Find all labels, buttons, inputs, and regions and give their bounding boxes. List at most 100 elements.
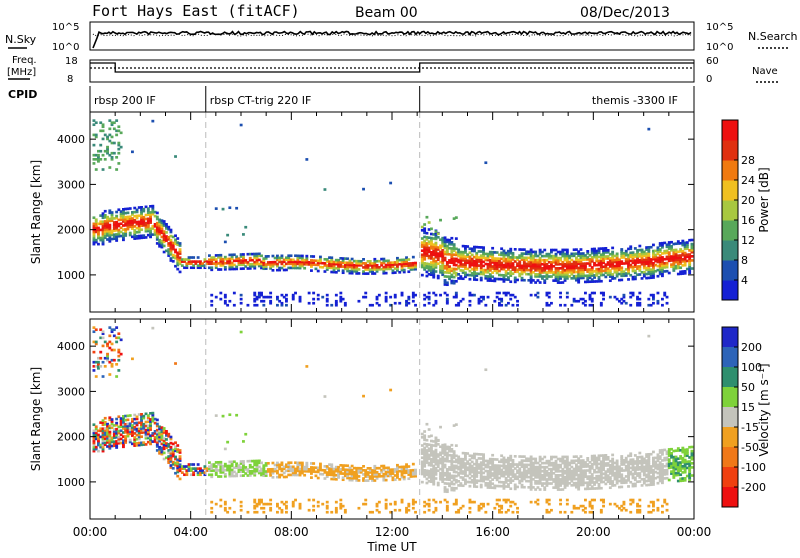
- echo-cell: [509, 298, 512, 301]
- echo-cell: [226, 304, 229, 307]
- echo-cell: [312, 499, 315, 502]
- echo-cell: [498, 292, 501, 295]
- echo-cell: [378, 294, 381, 297]
- echo-cell: [514, 248, 517, 251]
- echo-cell: [267, 462, 270, 465]
- echo-cell: [534, 251, 537, 254]
- echo-cell: [210, 294, 213, 297]
- echo-cell: [666, 302, 669, 305]
- echo-cell: [115, 375, 118, 378]
- echo-cell: [285, 298, 288, 301]
- echo-cell: [548, 296, 551, 299]
- echo-cell: [586, 457, 589, 460]
- echo-cell: [364, 292, 367, 295]
- echo-cell: [371, 304, 374, 307]
- echo-cell: [516, 279, 519, 282]
- echo-cell: [446, 505, 449, 508]
- echo-cell: [516, 486, 519, 489]
- echo-cell: [294, 499, 297, 502]
- echo-cell: [233, 511, 236, 514]
- echo-cell: [439, 219, 442, 222]
- echo-cell: [358, 475, 361, 478]
- echo-cell: [117, 369, 120, 372]
- echo-cell: [253, 292, 256, 295]
- echo-cell: [179, 248, 182, 251]
- echo-cell: [423, 511, 426, 514]
- echo-cell: [403, 269, 406, 272]
- echo-cell: [111, 363, 114, 366]
- echo-cell: [455, 280, 458, 283]
- echo-cell: [378, 511, 381, 514]
- echo-cell: [514, 455, 517, 458]
- echo-cell: [426, 423, 429, 426]
- echo-cell: [102, 123, 105, 126]
- y-tick-label: 3000: [57, 178, 85, 191]
- colorbar-tick-label: 4: [741, 274, 748, 287]
- echo-cell: [600, 280, 603, 283]
- echo-cell: [666, 296, 669, 299]
- echo-cell: [115, 326, 118, 329]
- echo-cell: [176, 268, 179, 271]
- colorbar-swatch: [722, 280, 738, 301]
- echo-cell: [566, 499, 569, 502]
- echo-cell: [414, 511, 417, 514]
- echo-cell: [210, 501, 213, 504]
- echo-cell: [240, 331, 243, 334]
- echo-cell: [623, 294, 626, 297]
- echo-cell: [267, 255, 270, 258]
- echo-cell: [566, 292, 569, 295]
- echo-cell: [435, 242, 438, 245]
- echo-cell: [108, 373, 111, 376]
- echo-cell: [512, 304, 515, 307]
- cpid-label: CPID: [8, 88, 37, 101]
- echo-cell: [317, 477, 320, 480]
- echo-cell: [584, 300, 587, 303]
- echo-cell: [394, 302, 397, 305]
- echo-cell: [342, 298, 345, 301]
- echo-cell: [272, 476, 275, 479]
- echo-cell: [482, 453, 485, 456]
- echo-cell: [394, 294, 397, 297]
- echo-cell: [500, 511, 503, 514]
- echo-cell: [389, 503, 392, 506]
- echo-cell: [317, 294, 320, 297]
- echo-cell: [435, 507, 438, 510]
- echo-cell: [228, 413, 231, 416]
- echo-cell: [523, 486, 526, 489]
- echo-cell: [321, 503, 324, 506]
- echo-cell: [491, 247, 494, 250]
- echo-cell: [317, 270, 320, 273]
- echo-cell: [428, 509, 431, 512]
- noise-right-tick-top: 10^5: [706, 22, 733, 33]
- echo-cell: [174, 249, 177, 252]
- freq-tick-bottom: 8: [67, 74, 73, 85]
- echo-cell: [240, 501, 243, 504]
- echo-cell: [543, 456, 546, 459]
- echo-cell: [179, 242, 182, 245]
- echo-cell: [500, 298, 503, 301]
- echo-cell: [335, 507, 338, 510]
- echo-cell: [691, 267, 694, 270]
- echo-cell: [210, 511, 213, 514]
- echo-cell: [668, 251, 671, 254]
- echo-cell: [455, 292, 458, 295]
- echo-cell: [102, 330, 105, 333]
- echo-cell: [210, 266, 213, 269]
- echo-cell: [192, 256, 195, 259]
- echo-cell: [453, 243, 456, 246]
- echo-cell: [97, 450, 100, 453]
- echo-cell: [437, 439, 440, 442]
- echo-cell: [260, 292, 263, 295]
- echo-cell: [226, 234, 229, 237]
- echo-cell: [493, 300, 496, 303]
- echo-cell: [326, 505, 329, 508]
- echo-cell: [629, 245, 632, 248]
- echo-cell: [219, 499, 222, 502]
- echo-cell: [99, 158, 102, 161]
- echo-cell: [559, 292, 562, 295]
- echo-cell: [611, 251, 614, 254]
- echo-cell: [684, 270, 687, 273]
